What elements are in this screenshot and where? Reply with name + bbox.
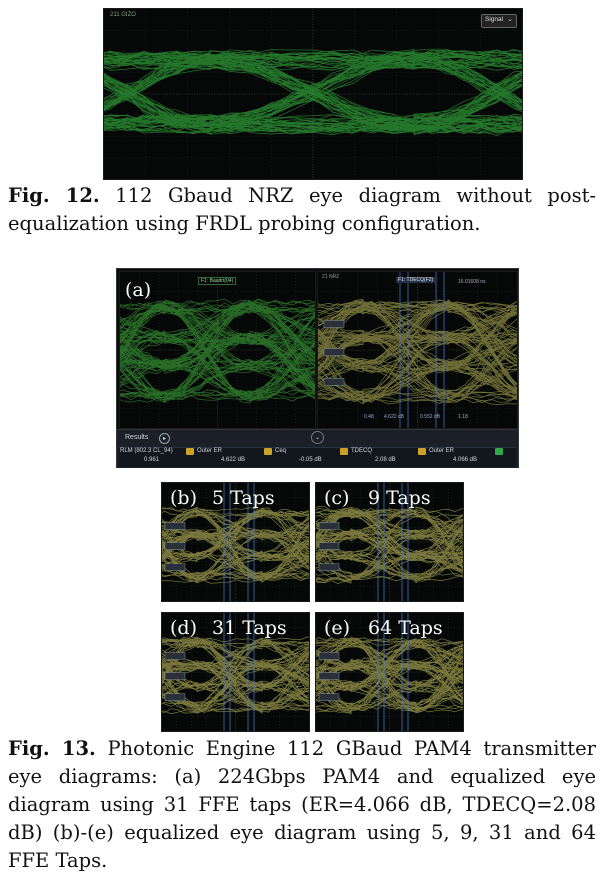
panel-a-label: (a) [125, 279, 152, 301]
right-scope-header: 21 NRZ [322, 274, 340, 280]
fig13-caption-label: Fig. 13. [8, 737, 96, 760]
results-row [119, 447, 516, 467]
result-label: Outer ER [197, 448, 223, 454]
result-label: Ceq [275, 448, 287, 454]
taps-label: 31 Taps [212, 617, 287, 639]
result-value: 4.622 dB [221, 457, 246, 463]
taps-eye-panel: (b) 5 Taps [161, 482, 310, 602]
panel-label: (e) [324, 617, 351, 639]
result-value: -0.05 dB [299, 457, 322, 463]
fig12-caption: Fig. 12. 112 Gbaud NRZ eye diagram witho… [8, 182, 596, 238]
pam4-yellow-eye-plot [318, 272, 517, 428]
result-value: 2.08 dB [375, 457, 396, 463]
panel-label: (c) [324, 487, 350, 509]
panel-label: (d) [170, 617, 197, 639]
panel-label: (b) [170, 487, 197, 509]
taps-eye-plot [316, 483, 463, 601]
fig13-caption-text: Photonic Engine 112 GBaud PAM4 transmitt… [8, 737, 597, 872]
result-badge-icon [418, 448, 426, 455]
taps-label: 5 Taps [212, 487, 275, 509]
nrz-eye-diagram: 211 GIZO Signal ⌄ [103, 8, 523, 180]
nrz-eye-plot [104, 9, 522, 179]
play-icon[interactable]: ▸ [159, 433, 170, 444]
taps-label: 64 Taps [368, 617, 443, 639]
fig12-caption-label: Fig. 12. [8, 184, 100, 207]
result-label: RLM (802.3 CL_94) [120, 448, 173, 454]
taps-eye-panel: (d) 31 Taps [161, 612, 310, 732]
pam4-green-eye: F1: Baudrt(04) [119, 271, 316, 429]
result-label: Outer ER [429, 448, 455, 454]
pam4-panel-a: F1: Baudrt(04) 21 NRZ F1: TDECQ(F2) 16.0… [116, 268, 519, 468]
taps-eye-plot [162, 613, 309, 731]
bottom-value-3: 0.552 dB [420, 414, 441, 420]
taps-eye-panel: (c) 9 Taps [315, 482, 464, 602]
taps-eye-plot [162, 483, 309, 601]
fig12-caption-text: 112 Gbaud NRZ eye diagram without post-e… [8, 184, 596, 235]
results-title: Results [125, 434, 149, 441]
expand-icon[interactable]: ⌄ [311, 431, 324, 444]
right-scope-tag: F1: TDECQ(F2) [396, 277, 436, 283]
status-badge-icon [495, 448, 503, 455]
taps-label: 9 Taps [368, 487, 431, 509]
right-scope-time: 16.01608 ns [458, 279, 486, 285]
result-badge-icon [264, 448, 272, 455]
fig13-caption: Fig. 13. Photonic Engine 112 GBaud PAM4 … [8, 735, 596, 875]
chevron-down-icon: ⌄ [507, 15, 513, 23]
signal-dropdown[interactable]: Signal ⌄ [481, 14, 517, 28]
taps-eye-panel: (e) 64 Taps [315, 612, 464, 732]
results-bar: Results ▸ ⌄ [117, 429, 518, 468]
result-value: 0.961 [144, 457, 160, 463]
result-label: TDECQ [351, 448, 372, 454]
taps-eye-plot [316, 613, 463, 731]
pam4-green-eye-plot [120, 272, 315, 428]
result-value: 4.066 dB [453, 457, 478, 463]
signal-dropdown-label: Signal [485, 16, 504, 23]
bottom-value-1: 0.48 [364, 414, 374, 420]
nrz-scope-header: 211 GIZO [110, 12, 136, 18]
result-badge-icon [186, 448, 194, 455]
bottom-value-2: 4.622 dB [384, 414, 405, 420]
result-badge-icon [340, 448, 348, 455]
bottom-value-4: 1.18 [458, 414, 468, 420]
left-scope-tag: F1: Baudrt(04) [198, 277, 237, 285]
pam4-yellow-eye: 21 NRZ F1: TDECQ(F2) 16.01608 ns 0.48 4.… [317, 271, 518, 429]
